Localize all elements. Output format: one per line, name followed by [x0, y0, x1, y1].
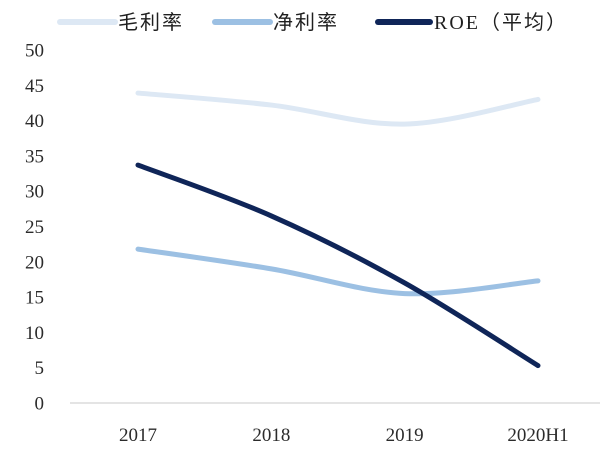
y-tick-label: 40 [25, 111, 44, 132]
legend-item: ROE（平均） [375, 11, 568, 34]
x-tick-label: 2019 [386, 425, 424, 446]
legend-label: 毛利率 [118, 11, 184, 34]
series-line-0 [135, 90, 541, 127]
x-tick-label: 2017 [119, 425, 157, 446]
x-tick-label: 2020H1 [507, 425, 568, 446]
y-tick-label: 20 [25, 252, 44, 273]
y-tick-label: 45 [25, 76, 44, 97]
y-axis: 0 5 10 15 20 25 30 35 40 45 50 [25, 41, 44, 415]
y-tick-label: 10 [25, 323, 44, 344]
y-tick-label: 5 [35, 358, 45, 379]
series-line-2 [135, 162, 541, 369]
y-tick-label: 30 [25, 182, 44, 203]
series-line-1 [135, 246, 541, 297]
legend-label: ROE（平均） [434, 11, 568, 34]
y-tick-label: 15 [25, 288, 44, 309]
y-tick-label: 50 [25, 41, 44, 62]
legend: 毛利率 净利率 ROE（平均） [57, 11, 568, 34]
y-tick-label: 0 [35, 394, 45, 415]
x-axis: 2017 2018 2019 2020H1 [70, 402, 600, 446]
legend-label: 净利率 [273, 11, 339, 34]
series-layer [135, 90, 541, 369]
y-tick-label: 35 [25, 146, 44, 167]
legend-item: 毛利率 [57, 11, 184, 34]
legend-item: 净利率 [212, 11, 339, 34]
y-tick-label: 25 [25, 217, 44, 238]
x-tick-label: 2018 [252, 425, 290, 446]
